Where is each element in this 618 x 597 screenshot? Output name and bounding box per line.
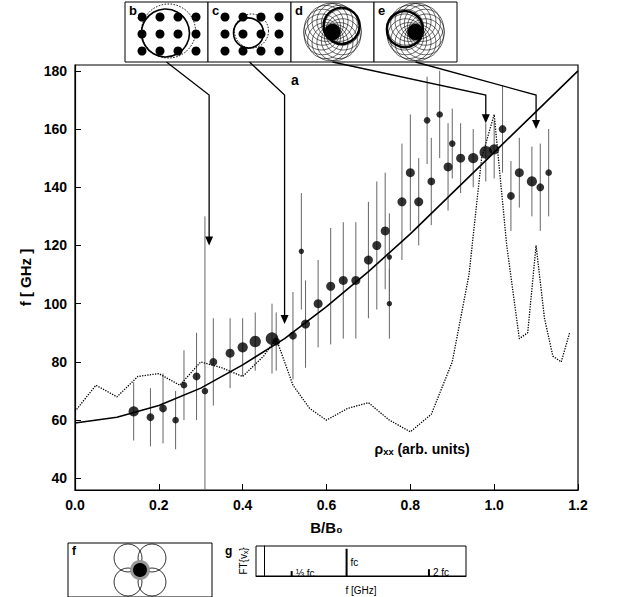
- svg-text:b: b: [129, 3, 137, 18]
- svg-text:0.4: 0.4: [233, 497, 253, 513]
- svg-text:40: 40: [51, 470, 67, 486]
- svg-text:fc: fc: [351, 557, 359, 568]
- svg-text:f: f: [72, 544, 77, 558]
- svg-text:2 fc: 2 fc: [433, 567, 449, 578]
- svg-text:ρₓₓ (arb. units): ρₓₓ (arb. units): [375, 441, 470, 457]
- svg-text:1.2: 1.2: [568, 497, 588, 513]
- svg-text:⅓ fc: ⅓ fc: [296, 568, 315, 579]
- svg-text:0.2: 0.2: [149, 497, 169, 513]
- svg-text:180: 180: [44, 63, 68, 79]
- svg-text:B/B₀: B/B₀: [310, 519, 343, 536]
- svg-text:FT{vₓ}: FT{vₓ}: [238, 547, 249, 575]
- svg-text:160: 160: [44, 121, 68, 137]
- svg-text:80: 80: [51, 354, 67, 370]
- svg-text:0.6: 0.6: [317, 497, 337, 513]
- svg-text:100: 100: [44, 296, 68, 312]
- svg-text:a: a: [291, 72, 299, 88]
- svg-text:g: g: [225, 544, 232, 558]
- svg-text:120: 120: [44, 237, 68, 253]
- svg-text:60: 60: [51, 412, 67, 428]
- svg-text:d: d: [295, 3, 303, 18]
- svg-text:f [ GHz ]: f [ GHz ]: [17, 249, 34, 307]
- svg-text:c: c: [212, 3, 219, 18]
- svg-text:f [GHz]: f [GHz]: [345, 585, 376, 596]
- svg-text:140: 140: [44, 179, 68, 195]
- svg-text:e: e: [378, 3, 385, 18]
- svg-text:0.0: 0.0: [65, 497, 85, 513]
- svg-text:0.8: 0.8: [401, 497, 421, 513]
- svg-text:1.0: 1.0: [484, 497, 504, 513]
